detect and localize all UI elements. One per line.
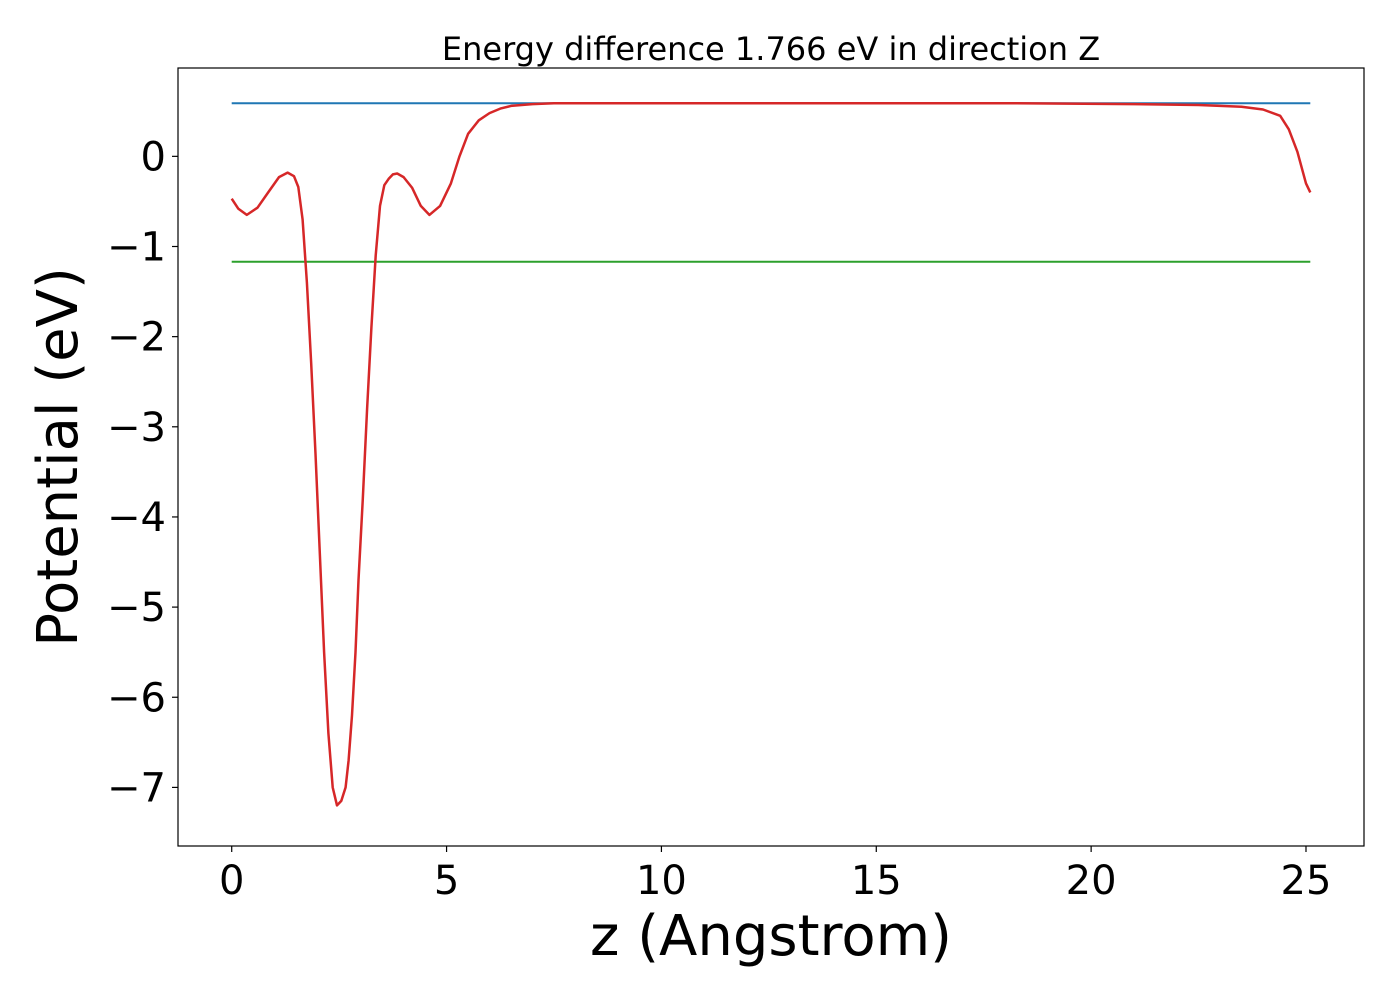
y-tick-label: −6 — [107, 675, 166, 721]
y-tick-label: −4 — [107, 495, 166, 541]
x-tick-label: 10 — [636, 858, 687, 904]
y-tick-label: −5 — [107, 585, 166, 631]
y-tick-label: −1 — [107, 224, 166, 270]
x-axis-label: z (Angstrom) — [590, 904, 952, 969]
y-axis-label: Potential (eV) — [26, 267, 91, 647]
y-axis: 0 −1 −2 −3 −4 −5 −6 −7 — [107, 134, 178, 811]
x-tick-label: 5 — [434, 858, 459, 904]
x-tick-label: 0 — [219, 858, 244, 904]
y-tick-label: −7 — [107, 765, 166, 811]
y-tick-label: 0 — [141, 134, 166, 180]
x-tick-label: 20 — [1066, 858, 1117, 904]
plot-area — [177, 67, 1365, 847]
x-axis: 0 5 10 15 20 25 — [219, 846, 1331, 904]
planar-potential-line — [230, 101, 1312, 807]
y-tick-label: −3 — [107, 405, 166, 451]
x-tick-label: 15 — [851, 858, 902, 904]
series-layer — [230, 101, 1312, 807]
y-tick-label: −2 — [107, 315, 166, 361]
x-tick-label: 25 — [1281, 858, 1332, 904]
chart-title: Energy difference 1.766 eV in direction … — [442, 30, 1100, 68]
